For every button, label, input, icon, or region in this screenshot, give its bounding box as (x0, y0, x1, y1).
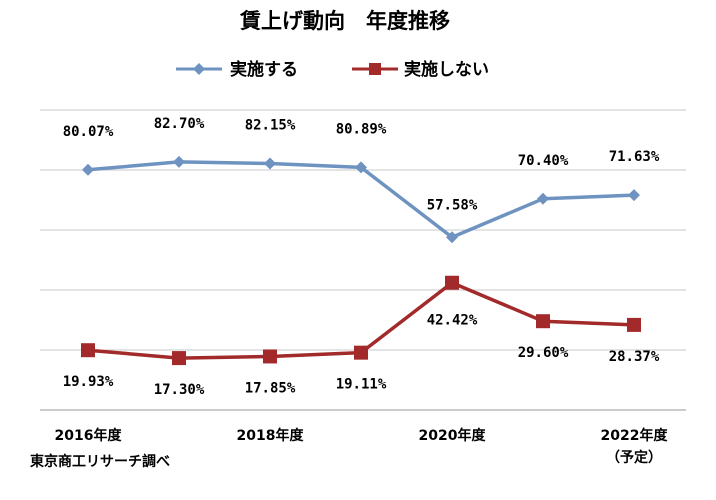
x-tick-label: 2016年度 (55, 427, 123, 444)
data-label: 80.89% (336, 121, 387, 137)
legend-marker-implement (193, 63, 205, 75)
data-point (628, 189, 640, 202)
data-label: 17.30% (154, 382, 205, 398)
data-point (627, 317, 641, 332)
data-point (537, 192, 549, 205)
data-label: 19.11% (336, 377, 387, 393)
data-point (355, 161, 367, 174)
data-point (445, 275, 459, 290)
legend-marker-not-implement (369, 63, 381, 75)
data-point (446, 231, 458, 244)
data-label: 71.63% (609, 149, 660, 165)
x-axis-ticks: 2016年度 2018年度 2020年度 2022年度 （予定） (55, 427, 669, 466)
data-point (354, 345, 368, 360)
legend-label-not-implement: 実施しない (404, 59, 489, 80)
data-point (81, 343, 95, 358)
x-tick-label: 2020年度 (419, 427, 487, 444)
data-label: 17.85% (245, 380, 296, 396)
data-label: 19.93% (63, 374, 114, 390)
data-label: 80.07% (63, 124, 114, 140)
source-note: 東京商工リサーチ調べ (30, 453, 170, 470)
gridlines (40, 109, 686, 411)
data-point (264, 157, 276, 170)
x-tick-label: （予定） (606, 449, 662, 466)
data-point (536, 314, 550, 329)
data-point (82, 163, 94, 176)
series-group (81, 155, 641, 366)
data-label: 82.15% (245, 118, 296, 134)
data-label: 57.58% (427, 197, 478, 213)
data-label: 82.70% (154, 116, 205, 132)
x-tick-label: 2022年度 (601, 427, 669, 444)
data-point (172, 351, 186, 366)
data-point (263, 349, 277, 364)
legend: 実施する 実施しない (176, 59, 489, 80)
data-label: 42.42% (427, 313, 478, 329)
data-label: 29.60% (518, 345, 569, 361)
data-labels: 80.07% 82.70% 82.15% 80.89% 57.58% 70.40% 71.6… (63, 116, 660, 398)
data-label: 28.37% (609, 349, 660, 365)
chart-title: 賃上げ動向 年度推移 (239, 9, 450, 33)
x-tick-label: 2018年度 (237, 427, 305, 444)
legend-label-implement: 実施する (230, 59, 298, 80)
data-point (173, 155, 185, 168)
data-label: 70.40% (518, 153, 569, 169)
